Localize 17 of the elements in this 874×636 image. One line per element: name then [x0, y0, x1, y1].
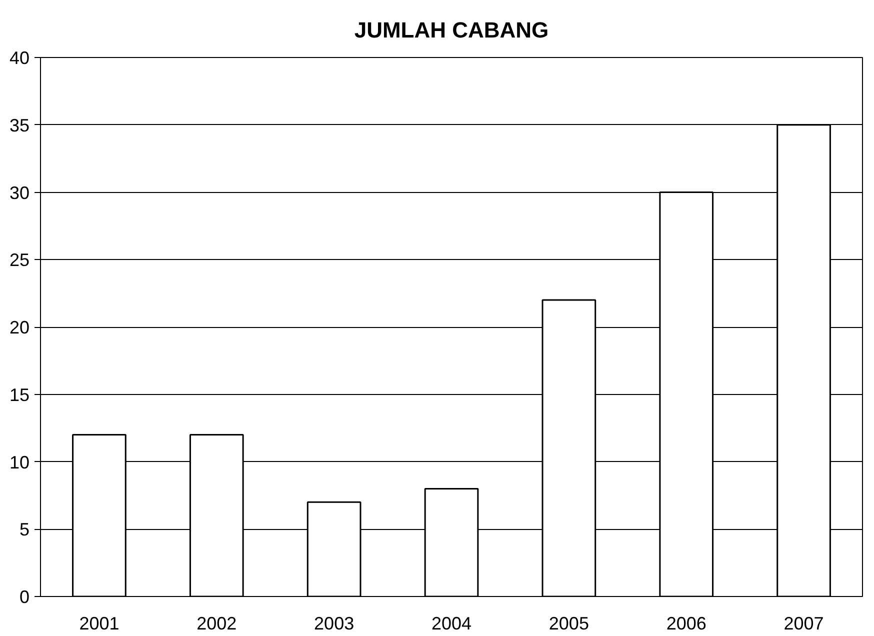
x-tick-label: 2007: [784, 614, 824, 634]
y-tick-label: 10: [9, 452, 30, 472]
y-tick-label: 20: [9, 318, 30, 338]
y-tick-label: 0: [19, 587, 30, 607]
x-tick-label: 2004: [431, 614, 472, 634]
x-tick-label: 2006: [666, 614, 706, 634]
y-tick-label: 25: [9, 250, 30, 270]
chart-title: JUMLAH CABANG: [354, 18, 549, 42]
x-tick-label: 2003: [314, 614, 354, 634]
y-tick-label: 35: [9, 115, 30, 136]
x-tick-label: 2005: [548, 614, 589, 634]
y-tick-label: 5: [19, 520, 30, 540]
y-tick-label: 30: [9, 182, 30, 203]
x-tick-label: 2001: [79, 614, 120, 634]
y-tick-label: 40: [9, 48, 30, 68]
x-tick-label: 2002: [196, 614, 237, 634]
y-tick-label: 15: [9, 384, 30, 405]
